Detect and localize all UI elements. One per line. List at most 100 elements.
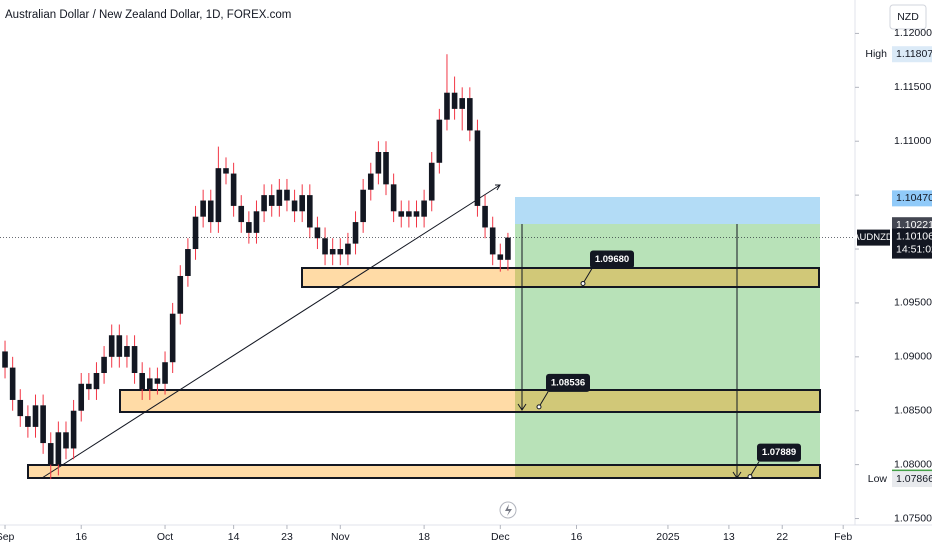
candle-body [444,92,450,120]
y-tick-label: 1.08500 [894,405,932,417]
candle-body [215,168,222,223]
candle-body [428,162,435,201]
countdown: 14:51:02 [896,243,932,255]
callout-box [546,373,590,392]
target-box [515,197,820,224]
candle-body [367,173,374,190]
price-tag-label: 1.10106 [896,230,932,242]
profit-box [515,224,820,478]
candle-body [345,243,351,255]
candle-body [162,362,168,384]
callout-line [749,461,760,477]
candle-body [284,189,290,201]
candle-body [32,405,39,427]
candle-body [337,249,344,255]
price-tag [892,190,932,207]
candle-body [185,249,191,276]
candle-body [63,432,69,449]
x-tick-label: Feb [834,531,852,543]
callout-line [538,391,549,408]
chart-title: Australian Dollar / New Zealand Dollar, … [5,9,291,21]
candle-body [78,383,85,411]
candle-body [70,410,77,449]
candle-body [238,205,245,223]
candle-body [246,222,252,233]
callout-anchor [536,404,542,410]
candle-body [169,313,176,363]
candle-body [47,443,54,465]
x-tick-label: 2025 [656,531,680,543]
candle-body [101,356,107,373]
candle-body [299,195,305,212]
currency-box[interactable] [889,4,927,30]
zone [27,464,821,479]
y-tick-label: 1.08000 [894,458,932,470]
candle-body [329,249,336,255]
callout-label: 1.07889 [762,447,796,458]
candle-body [276,189,283,206]
candle-body [86,383,92,390]
price-tag [892,46,932,63]
y-tick-label: 1.09500 [894,297,932,309]
callout-box [590,250,634,269]
candle-body [17,399,24,417]
candle-body [2,351,8,368]
candle-body [139,372,145,390]
price-tag-label: 1.10221 [896,219,932,231]
candle-body [489,227,496,255]
candle-body [230,173,237,206]
callout-box [757,443,801,462]
symbol-tag [857,229,890,246]
candle-body [108,335,115,357]
x-tick-label: 16 [571,531,583,543]
candle-body [307,195,313,228]
x-tick-label: 23 [281,531,293,543]
x-tick-label: Nov [331,531,350,543]
x-tick-label: Oct [157,531,173,543]
candle-body [322,238,328,255]
candle-body [147,378,153,390]
candle-body [200,200,206,217]
y-tick-label: 1.11500 [894,81,931,93]
candle-body [291,200,298,212]
candle-body [482,205,488,228]
price-tag-name: Low [868,473,888,485]
candle-body [459,98,466,109]
callout-anchor [747,474,753,480]
candle-body [413,211,420,217]
arrow-head [495,184,501,191]
candle-body [421,200,427,217]
candle-body [131,346,138,373]
y-tick-label: 1.07500 [894,512,932,524]
x-tick-label: 16 [75,531,87,543]
price-tag-label: 1.10470 [896,192,932,204]
candle-body [474,130,481,206]
x-tick-label: Sep [0,531,15,543]
candle-body [375,152,382,174]
y-tick-label: 1.11000 [894,135,931,147]
candle-body [177,275,184,314]
callout-line [582,268,593,284]
candle-body [398,211,405,217]
x-tick-label: 18 [418,531,430,543]
candle-body [207,200,214,223]
zone [301,267,820,288]
candle-body [25,416,31,427]
candle-body [314,227,321,239]
zone [119,389,821,413]
callout-label: 1.08536 [551,377,585,388]
candle-body [154,378,161,384]
candle-body [261,195,267,212]
candle-body [223,168,229,174]
price-tag [892,471,932,488]
candle-body [116,335,123,357]
candle-body [467,98,473,131]
candle-body [352,222,359,244]
candle-body [505,237,511,260]
x-tick-label: Dec [491,531,510,543]
price-tag-name: High [865,48,887,60]
event-icon-glyph [505,504,512,516]
trend-line [41,184,501,479]
currency: NZD [897,11,919,23]
